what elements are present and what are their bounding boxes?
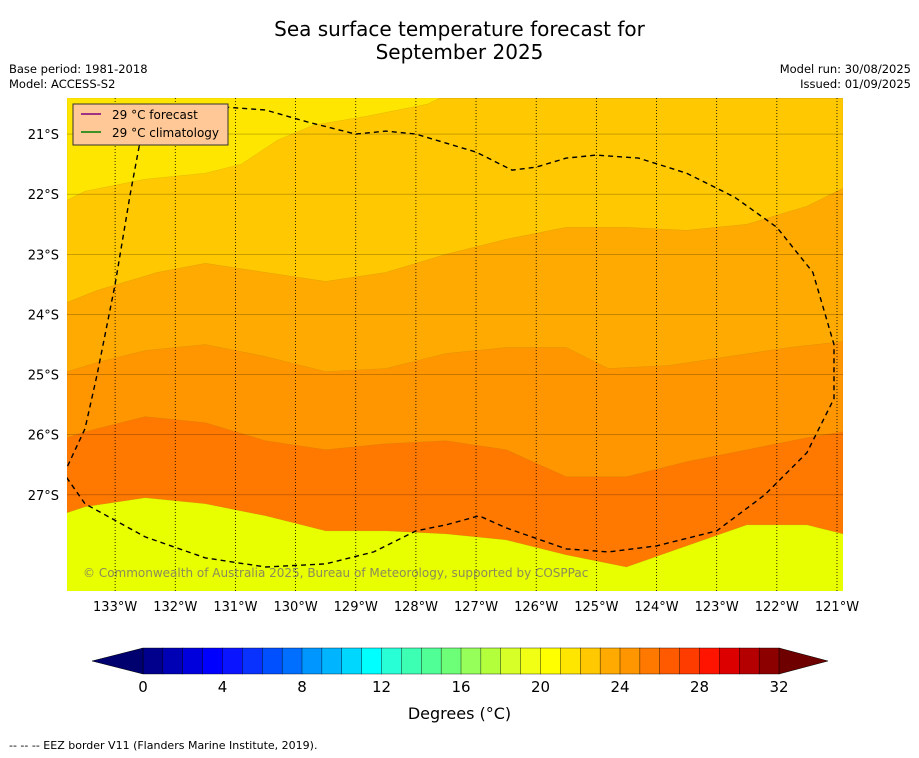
chart-title: Sea surface temperature forecast for Sep…: [0, 18, 919, 64]
eez-border: [67, 106, 835, 568]
y-tick-labels: 21°S 22°S 23°S 24°S 25°S 26°S 27°S: [28, 128, 59, 504]
colorbar-cell: [281, 647, 303, 675]
colorbar-cell: [599, 647, 621, 675]
colorbar-cell: [659, 647, 681, 675]
y-tick-label: 23°S: [28, 248, 59, 263]
colorbar-cell: [699, 647, 720, 675]
x-tick-label: 124°W: [634, 600, 678, 615]
colorbar-cell: [421, 647, 442, 675]
colorbar-cell: [401, 647, 422, 675]
colorbar-cell: [679, 647, 701, 675]
y-tick-label: 26°S: [28, 429, 59, 444]
x-tick-label: 128°W: [394, 600, 438, 615]
colorbar-tick-label: 8: [297, 678, 307, 696]
colorbar-cell: [182, 647, 204, 675]
colorbar-cell: [739, 647, 760, 675]
x-tick-label: 131°W: [213, 600, 257, 615]
legend-forecast-label: 29 °C forecast: [112, 108, 198, 122]
colorbar-tick-label: 32: [769, 678, 788, 696]
colorbar-cell: [580, 647, 601, 675]
footer-note: -- -- -- EEZ border V11 (Flanders Marine…: [9, 739, 318, 752]
legend: 29 °C forecast 29 °C climatology: [72, 103, 229, 146]
x-tick-label: 132°W: [153, 600, 197, 615]
eez-border-line: [67, 106, 835, 568]
x-tick-label: 122°W: [755, 600, 799, 615]
x-tick-label: 126°W: [514, 600, 558, 615]
x-tick-label: 130°W: [274, 600, 318, 615]
colorbar-cell: [222, 647, 243, 675]
colorbar-cell: [202, 647, 224, 675]
colorbar-tick-labels: 0 4 8 12 16 20 24 28 32: [138, 678, 788, 696]
colorbar-cell: [540, 647, 561, 675]
colorbar-cell: [619, 647, 641, 675]
colorbar-cell: [321, 647, 343, 675]
colorbar-cell: [301, 647, 323, 675]
x-tick-label: 125°W: [574, 600, 618, 615]
x-tick-label: 121°W: [815, 600, 859, 615]
model-run-text: Model run: 30/08/2025: [779, 62, 911, 76]
colorbar-tick-label: 12: [372, 678, 391, 696]
x-tick-label: 133°W: [93, 600, 137, 615]
colorbar-label: Degrees (°C): [407, 704, 512, 723]
meta-left: Base period: 1981-2018 Model: ACCESS-S2: [9, 62, 148, 92]
colorbar-cell: [500, 647, 522, 675]
colorbar-tick-label: 28: [690, 678, 709, 696]
colorbar-cell: [262, 647, 283, 675]
colorbar-cell: [142, 647, 164, 675]
x-tick-label: 123°W: [695, 600, 739, 615]
base-period-text: Base period: 1981-2018: [9, 62, 148, 76]
y-tick-label: 25°S: [28, 369, 59, 384]
colorbar-cell: [162, 647, 184, 675]
colorbar-cell: [381, 647, 402, 675]
y-tick-label: 24°S: [28, 308, 59, 323]
model-text: Model: ACCESS-S2: [9, 77, 116, 91]
chart-svg: 133°W 132°W 131°W 130°W 129°W 128°W 127°W 126°W…: [28, 98, 859, 696]
x-tick-label: 127°W: [454, 600, 498, 615]
colorbar-cell: [460, 647, 482, 675]
meta-right: Model run: 30/08/2025 Issued: 01/09/2025: [780, 62, 911, 92]
colorbar-cell: [440, 647, 462, 675]
colorbar-cell: [719, 647, 740, 675]
colorbar-cell: [639, 647, 661, 675]
y-tick-label: 21°S: [28, 128, 59, 143]
colorbar: [91, 647, 829, 675]
colorbar-under-arrow: [91, 647, 144, 675]
colorbar-cell: [242, 647, 263, 675]
colorbar-tick-label: 0: [138, 678, 148, 696]
legend-box: [72, 103, 229, 146]
y-tick-label: 22°S: [28, 188, 59, 203]
colorbar-cell: [361, 647, 383, 675]
colorbar-cell: [520, 647, 542, 675]
colorbar-over-arrow: [778, 647, 829, 675]
x-tick-label: 129°W: [334, 600, 378, 615]
colorbar-tick-label: 20: [531, 678, 550, 696]
colorbar-tick-label: 4: [218, 678, 228, 696]
legend-climatology-label: 29 °C climatology: [112, 126, 219, 140]
colorbar-cell: [480, 647, 502, 675]
colorbar-tick-label: 16: [451, 678, 470, 696]
colorbar-tick-label: 24: [610, 678, 629, 696]
x-tick-labels: 133°W 132°W 131°W 130°W 129°W 128°W 127°W 126°W…: [93, 600, 859, 615]
band-26: [67, 98, 843, 201]
chart-title-line1: Sea surface temperature forecast for: [274, 17, 645, 41]
temperature-bands: [67, 98, 843, 591]
colorbar-cell: [341, 647, 363, 675]
colorbar-cell: [560, 647, 581, 675]
chart-title-line2: September 2025: [375, 40, 544, 64]
y-tick-label: 27°S: [28, 489, 59, 504]
issued-text: Issued: 01/09/2025: [800, 77, 911, 91]
copyright-watermark: © Commonwealth of Australia 2025, Bureau…: [83, 566, 588, 580]
colorbar-cell: [758, 647, 780, 675]
